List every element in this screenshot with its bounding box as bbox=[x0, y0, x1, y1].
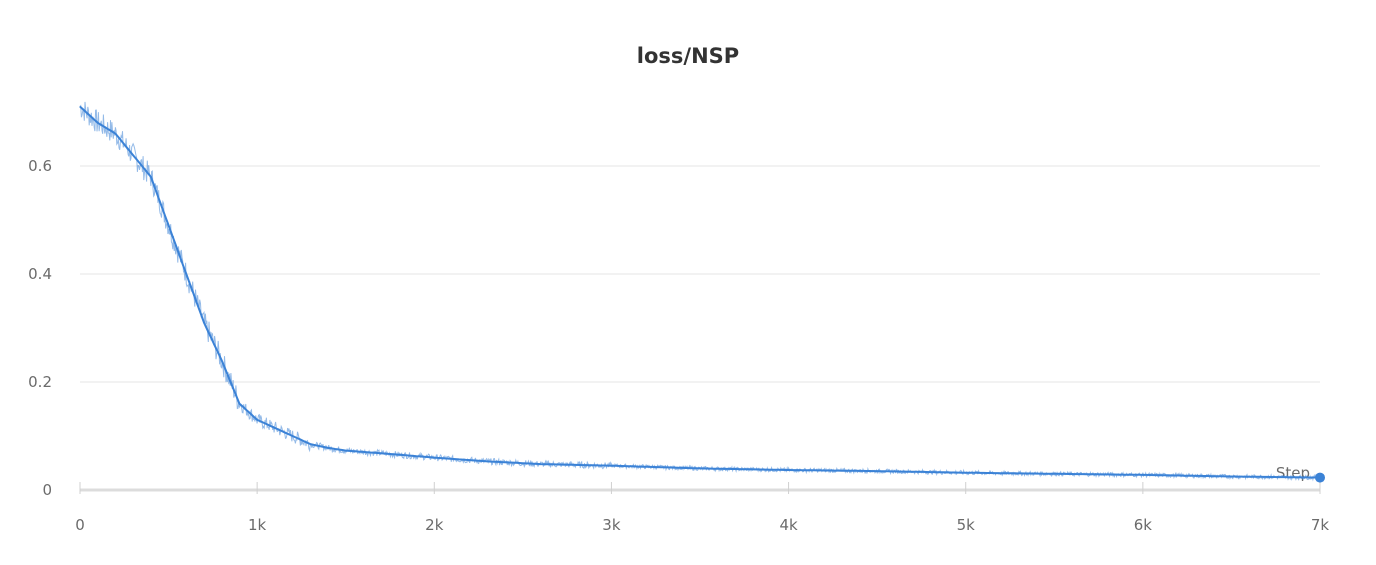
data-point bbox=[167, 224, 170, 227]
data-point bbox=[486, 460, 489, 463]
data-point bbox=[96, 122, 99, 124]
x-tick-label: 3k bbox=[602, 516, 621, 534]
data-point bbox=[291, 435, 294, 437]
x-tick-label: 0 bbox=[75, 516, 85, 534]
y-tick-label: 0.6 bbox=[28, 157, 52, 175]
data-point bbox=[274, 427, 276, 429]
x-tick-label: 1k bbox=[248, 516, 267, 534]
data-point bbox=[344, 449, 347, 452]
x-axis-label: Step bbox=[1276, 464, 1310, 482]
x-tick-label: 4k bbox=[779, 516, 798, 534]
data-point bbox=[256, 419, 258, 421]
data-point bbox=[150, 176, 152, 178]
x-tick-label: 5k bbox=[957, 516, 976, 534]
data-point bbox=[876, 470, 878, 472]
data-point bbox=[220, 359, 223, 362]
x-tick-label: 2k bbox=[425, 516, 444, 534]
data-point bbox=[539, 463, 542, 465]
x-tick-label: 6k bbox=[1134, 516, 1153, 534]
data-point bbox=[309, 443, 312, 445]
data-point bbox=[327, 447, 329, 449]
data-point bbox=[185, 273, 188, 275]
series-end-marker bbox=[1315, 472, 1325, 483]
data-point bbox=[787, 469, 790, 471]
data-point bbox=[964, 471, 967, 474]
y-tick-label: 0.2 bbox=[28, 373, 52, 391]
series-line bbox=[79, 105, 1321, 479]
data-point bbox=[433, 456, 436, 459]
y-tick-label: 0.4 bbox=[28, 265, 52, 283]
x-tick-label: 7k bbox=[1311, 516, 1330, 534]
y-tick-label: 0 bbox=[42, 481, 52, 499]
data-point bbox=[699, 467, 701, 470]
data-point bbox=[610, 464, 613, 467]
data-point bbox=[203, 321, 205, 324]
chart-title: loss/NSP bbox=[636, 44, 740, 68]
data-point bbox=[132, 154, 134, 156]
data-point bbox=[380, 452, 382, 455]
data-point bbox=[1053, 473, 1056, 475]
data-point bbox=[1142, 474, 1144, 476]
data-point bbox=[238, 402, 241, 405]
data-point bbox=[114, 132, 117, 135]
data-point bbox=[79, 105, 81, 108]
data-point bbox=[1230, 475, 1233, 478]
